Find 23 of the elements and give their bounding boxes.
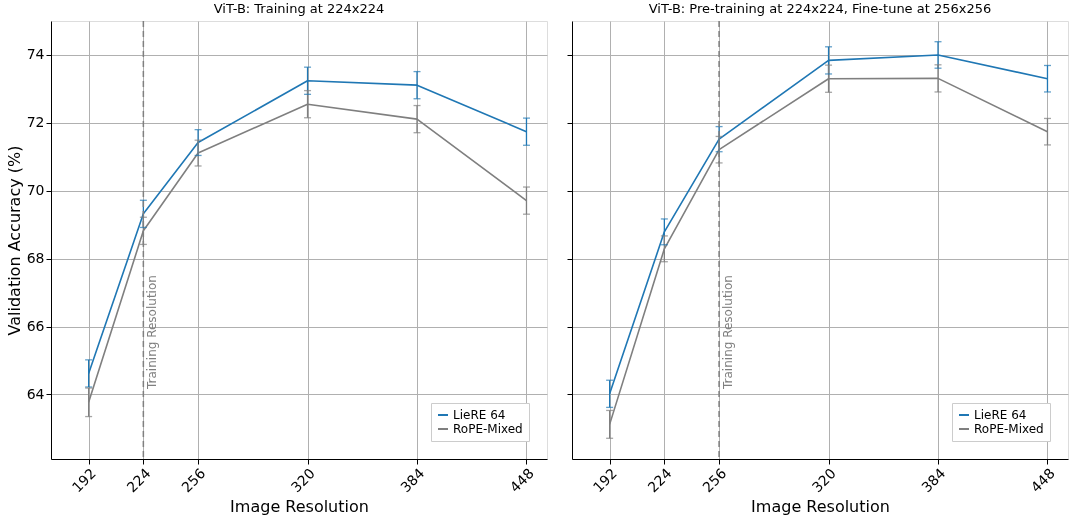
x-tick-label: 448 bbox=[1027, 465, 1058, 496]
legend-label: RoPE-Mixed bbox=[974, 422, 1044, 436]
legend-label: LieRE 64 bbox=[453, 408, 506, 422]
ref-line-label: Training Resolution bbox=[145, 275, 160, 390]
y-tick-label: 66 bbox=[26, 318, 45, 335]
y-tick-label: 72 bbox=[26, 114, 45, 131]
legend-label: LieRE 64 bbox=[974, 408, 1027, 422]
x-tick-label: 192 bbox=[68, 465, 100, 496]
x-tick-label: 192 bbox=[589, 465, 621, 496]
ref-line-label: Training Resolution bbox=[721, 275, 736, 390]
chart-title: ViT-B: Training at 224x224 bbox=[213, 1, 385, 17]
y-axis-title: Validation Accuracy (%) bbox=[4, 145, 24, 336]
y-tick-label: 70 bbox=[26, 182, 45, 199]
y-tick-label: 64 bbox=[26, 385, 45, 402]
x-axis-title: Image Resolution bbox=[230, 497, 369, 517]
y-tick-label: 74 bbox=[26, 46, 45, 63]
x-tick-label: 448 bbox=[506, 465, 537, 496]
x-tick-label: 320 bbox=[287, 465, 318, 496]
x-tick-label: 320 bbox=[808, 465, 839, 496]
x-axis-title: Image Resolution bbox=[751, 497, 890, 517]
legend-label: RoPE-Mixed bbox=[453, 422, 523, 436]
chart-title: ViT-B: Pre-training at 224x224, Fine-tune at 256x256 bbox=[648, 1, 992, 17]
y-tick-label: 68 bbox=[26, 250, 45, 267]
